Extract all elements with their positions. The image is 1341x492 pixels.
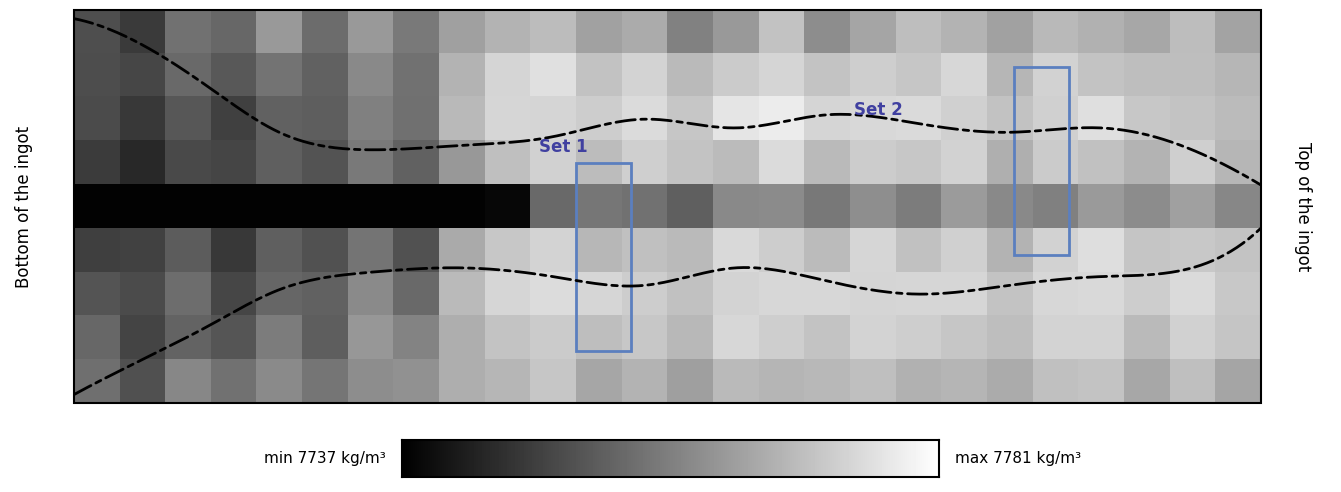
Text: Bottom of the ingot: Bottom of the ingot [15, 125, 34, 288]
Bar [575, 163, 630, 351]
Bar [1014, 67, 1069, 255]
Text: Set 1: Set 1 [539, 138, 587, 156]
Text: min 7737 kg/m³: min 7737 kg/m³ [264, 451, 386, 466]
Text: Set 2: Set 2 [854, 101, 902, 120]
Text: max 7781 kg/m³: max 7781 kg/m³ [955, 451, 1081, 466]
Text: Top of the ingot: Top of the ingot [1294, 142, 1313, 271]
